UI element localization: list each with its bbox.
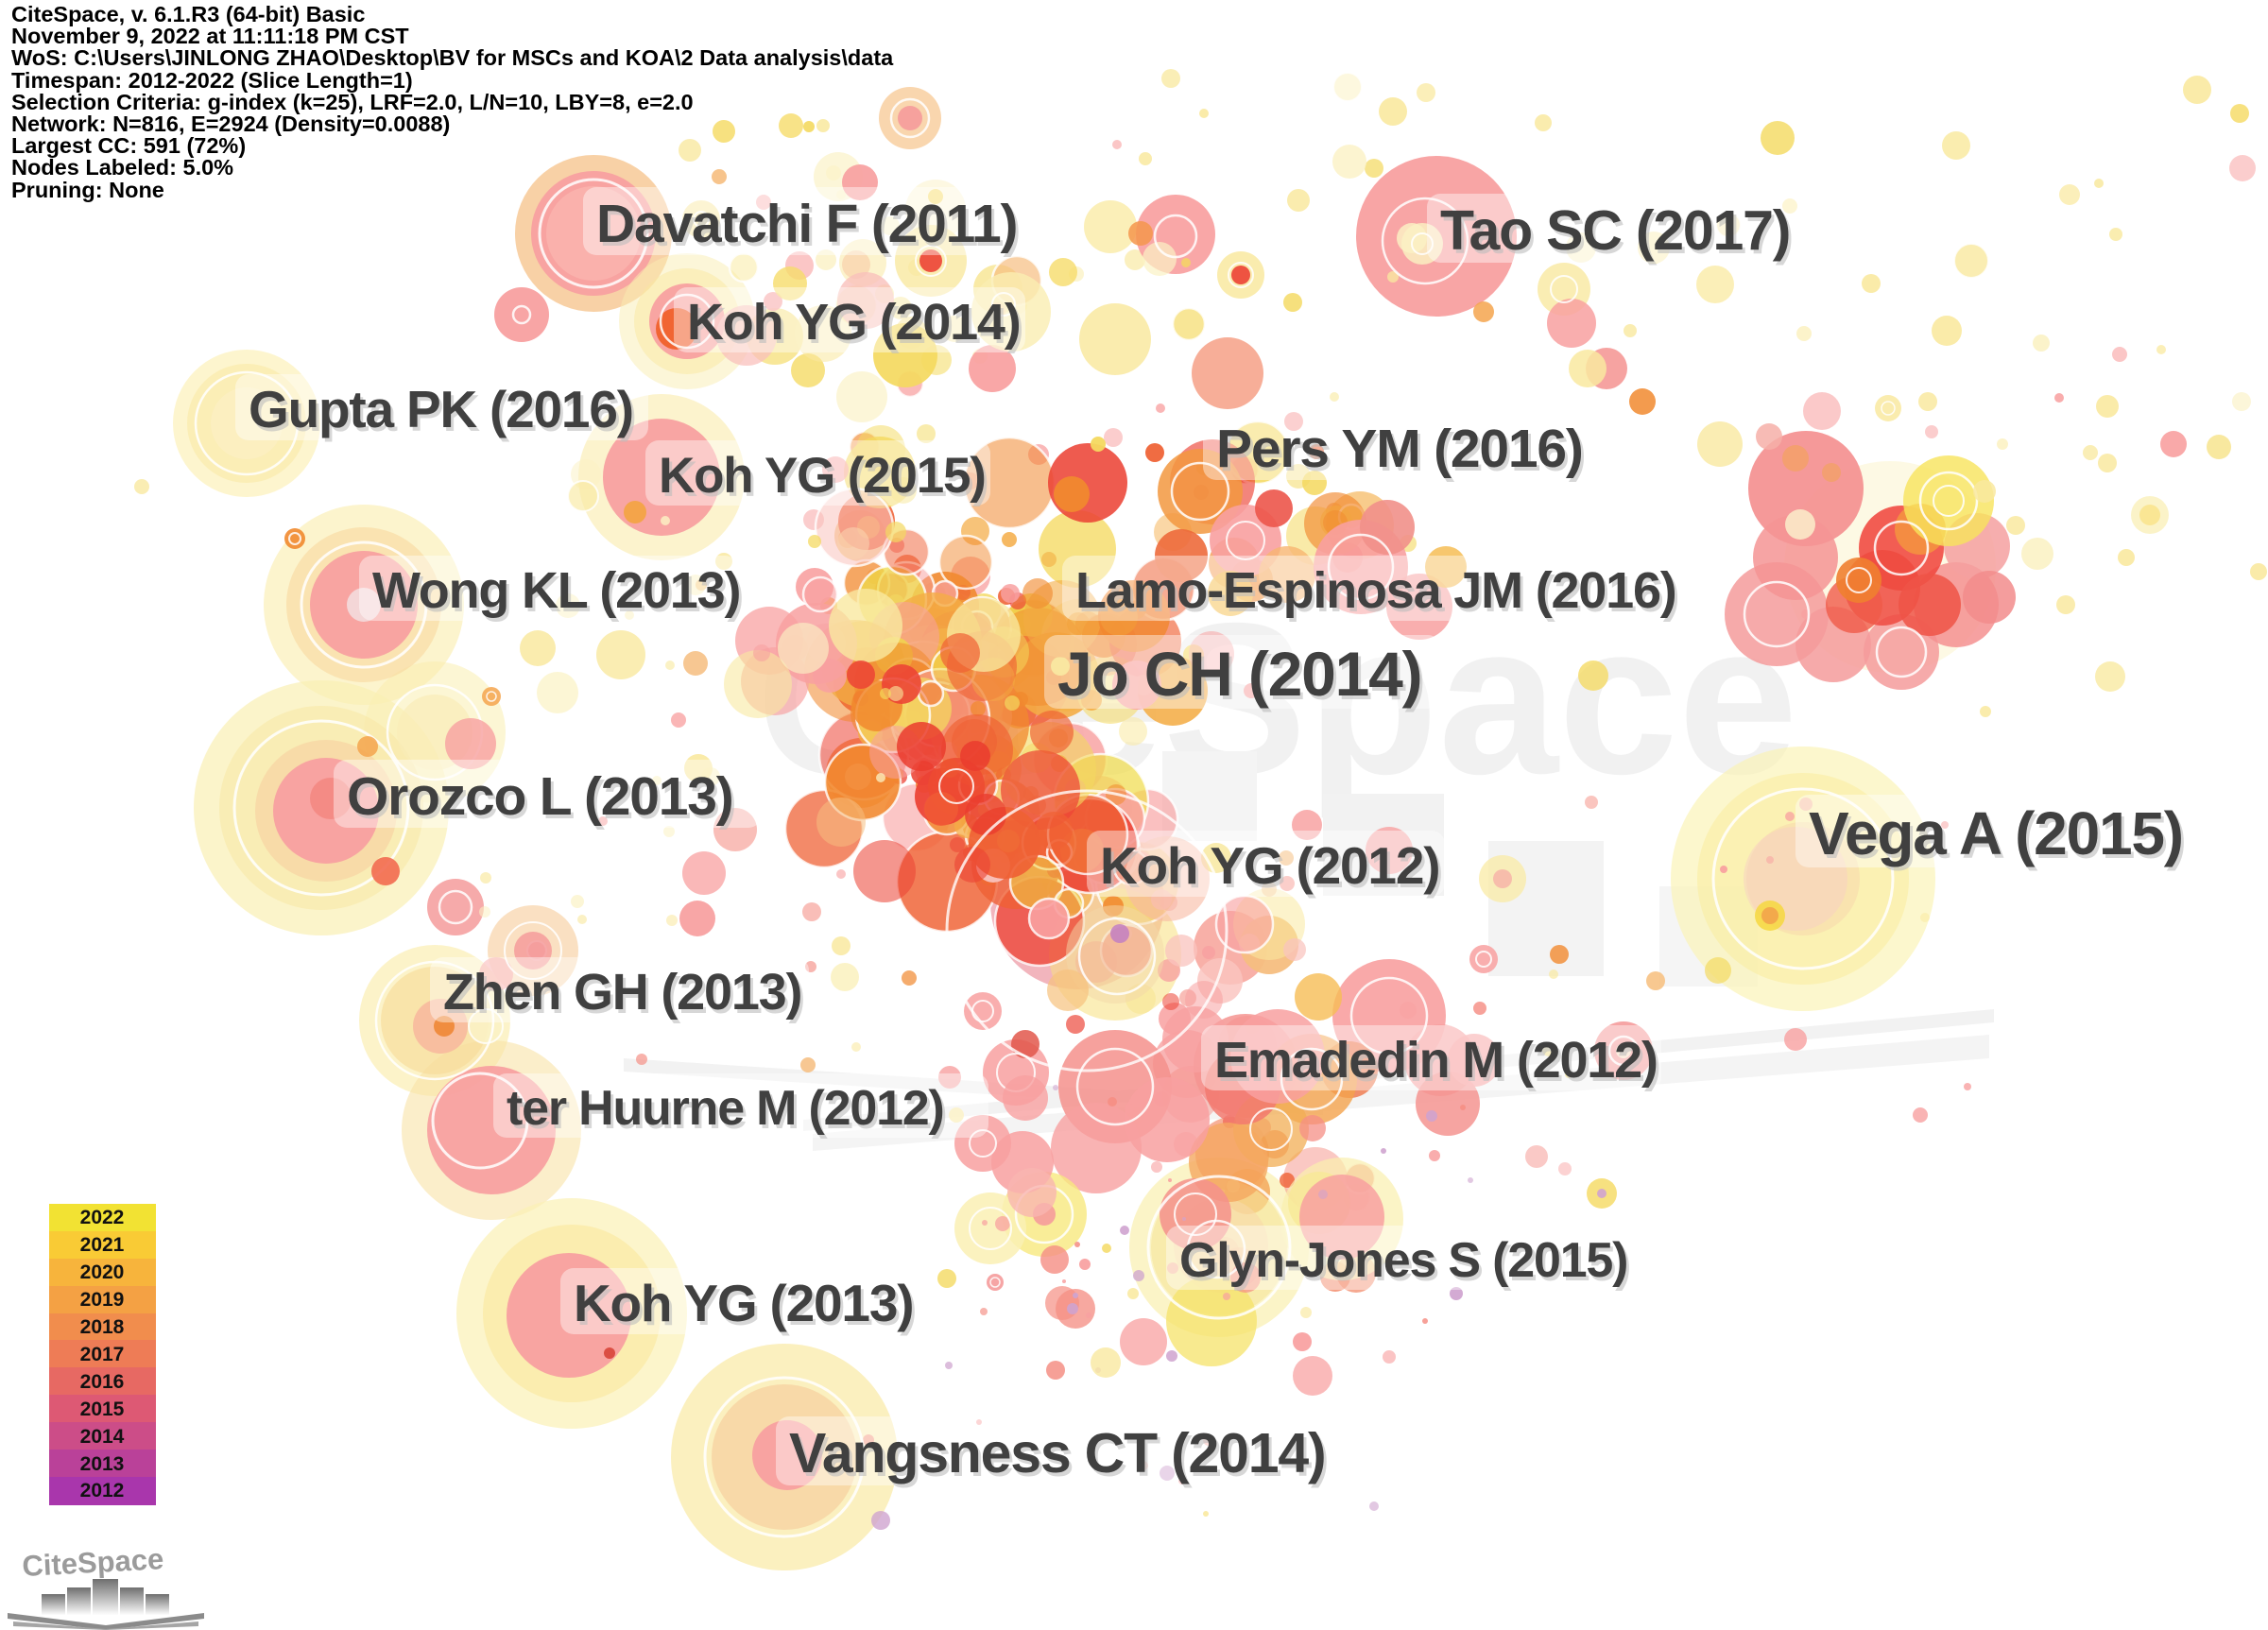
svg-text:Pers YM (2016): Pers YM (2016) <box>1216 419 1583 479</box>
svg-text:Orozco L (2013): Orozco L (2013) <box>347 766 733 827</box>
svg-text:Koh YG (2014): Koh YG (2014) <box>690 298 1023 354</box>
svg-text:Glyn-Jones S (2015): Glyn-Jones S (2015) <box>1182 1237 1630 1292</box>
svg-text:Koh YG (2012): Koh YG (2012) <box>1100 836 1439 895</box>
svg-text:November 9, 2022 at 11:11:18 P: November 9, 2022 at 11:11:18 PM CST <box>11 24 409 48</box>
svg-text:2013: 2013 <box>80 1453 125 1475</box>
svg-text:Largest CC: 591 (72%): Largest CC: 591 (72%) <box>11 133 246 158</box>
svg-text:Emadedin M (2012): Emadedin M (2012) <box>1217 1036 1660 1092</box>
svg-text:Pers YM (2016): Pers YM (2016) <box>1219 422 1586 483</box>
svg-text:Koh YG (2015): Koh YG (2015) <box>662 452 988 507</box>
svg-text:Emadedin M (2012): Emadedin M (2012) <box>1214 1032 1658 1089</box>
svg-text:Koh YG (2014): Koh YG (2014) <box>687 294 1021 351</box>
svg-text:Koh YG (2013): Koh YG (2013) <box>576 1278 916 1336</box>
svg-text:Pruning: None: Pruning: None <box>11 178 164 202</box>
svg-text:Glyn-Jones S (2015): Glyn-Jones S (2015) <box>1179 1233 1627 1288</box>
svg-text:Vega A (2015): Vega A (2015) <box>1809 799 2183 867</box>
svg-text:Nodes Labeled: 5.0%: Nodes Labeled: 5.0% <box>11 155 233 180</box>
svg-text:Lamo-Espinosa JM (2016): Lamo-Espinosa JM (2016) <box>1078 566 1679 623</box>
svg-text:Wong KL (2013): Wong KL (2013) <box>375 566 743 623</box>
svg-text:Network: N=816, E=2924 (Densit: Network: N=816, E=2924 (Density=0.0088) <box>11 112 450 136</box>
svg-text:2014: 2014 <box>80 1426 125 1448</box>
svg-text:Koh YG (2012): Koh YG (2012) <box>1103 840 1442 899</box>
svg-text:Koh YG (2015): Koh YG (2015) <box>659 448 986 504</box>
svg-text:Vangsness CT (2014): Vangsness CT (2014) <box>792 1426 1328 1488</box>
svg-text:Jo CH (2014): Jo CH (2014) <box>1060 643 1424 712</box>
svg-text:Koh YG (2013): Koh YG (2013) <box>574 1274 913 1332</box>
svg-text:2016: 2016 <box>80 1371 125 1393</box>
svg-text:2012: 2012 <box>80 1480 125 1501</box>
svg-text:Jo CH (2014): Jo CH (2014) <box>1057 639 1421 709</box>
svg-text:Zhen GH (2013): Zhen GH (2013) <box>443 964 801 1021</box>
svg-text:Timespan: 2012-2022 (Slice Len: Timespan: 2012-2022 (Slice Length=1) <box>11 68 413 93</box>
svg-text:Vangsness CT (2014): Vangsness CT (2014) <box>789 1422 1325 1484</box>
svg-text:Vega A (2015): Vega A (2015) <box>1812 803 2186 871</box>
svg-text:Gupta PK (2016): Gupta PK (2016) <box>251 384 636 442</box>
svg-text:2017: 2017 <box>80 1344 125 1365</box>
svg-text:ter Huurne M (2012): ter Huurne M (2012) <box>509 1085 947 1140</box>
svg-text:Wong KL (2013): Wong KL (2013) <box>372 562 740 619</box>
svg-text:2019: 2019 <box>80 1289 125 1311</box>
svg-text:WoS: C:\Users\JINLONG ZHAO\Des: WoS: C:\Users\JINLONG ZHAO\Desktop\BV fo… <box>11 45 894 70</box>
svg-text:2021: 2021 <box>80 1234 125 1256</box>
svg-text:Zhen GH (2013): Zhen GH (2013) <box>446 968 804 1024</box>
svg-text:2018: 2018 <box>80 1316 125 1338</box>
svg-text:Lamo-Espinosa JM (2016): Lamo-Espinosa JM (2016) <box>1075 562 1676 619</box>
svg-text:CiteSpace, v. 6.1.R3 (64-bit): CiteSpace, v. 6.1.R3 (64-bit) Basic <box>11 2 365 26</box>
svg-text:Tao SC (2017): Tao SC (2017) <box>1443 203 1793 266</box>
svg-text:Davatchi F (2011): Davatchi F (2011) <box>599 197 1020 258</box>
svg-text:Davatchi F (2011): Davatchi F (2011) <box>596 194 1017 254</box>
svg-text:ter Huurne M (2012): ter Huurne M (2012) <box>507 1081 944 1136</box>
svg-text:2022: 2022 <box>80 1207 125 1228</box>
svg-text:Gupta PK (2016): Gupta PK (2016) <box>249 380 633 438</box>
svg-text:Selection Criteria: g-index (k: Selection Criteria: g-index (k=25), LRF=… <box>11 90 694 114</box>
svg-text:2015: 2015 <box>80 1398 125 1420</box>
svg-text:CiteSpace: CiteSpace <box>22 1542 165 1583</box>
svg-text:2020: 2020 <box>80 1261 125 1283</box>
svg-text:Orozco L (2013): Orozco L (2013) <box>350 770 736 831</box>
svg-text:Tao SC (2017): Tao SC (2017) <box>1440 199 1790 262</box>
